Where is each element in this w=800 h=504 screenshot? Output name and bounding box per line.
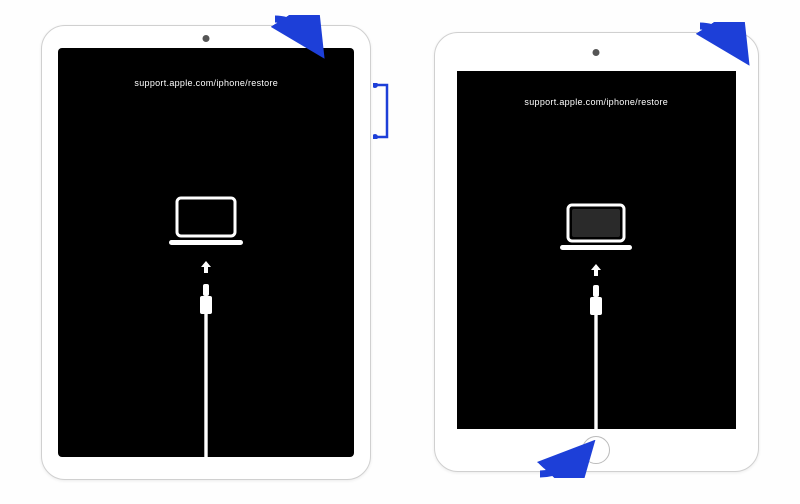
recovery-graphic-right	[558, 203, 634, 445]
up-arrow-icon	[589, 263, 603, 277]
restore-url-right: support.apple.com/iphone/restore	[524, 97, 668, 107]
up-arrow-icon	[199, 260, 213, 274]
home-button	[582, 436, 610, 464]
screen-right: support.apple.com/iphone/restore	[457, 71, 736, 429]
lightning-cable-icon	[197, 284, 215, 474]
volume-bracket-icon	[373, 83, 391, 139]
restore-url-left: support.apple.com/iphone/restore	[134, 78, 278, 88]
front-camera-icon	[203, 35, 210, 42]
screen-left: support.apple.com/iphone/restore	[58, 48, 354, 457]
recovery-graphic-left	[167, 196, 245, 474]
device-ipad-pro: support.apple.com/iphone/restore	[41, 25, 371, 480]
front-camera-icon	[593, 49, 600, 56]
device-ipad-home: support.apple.com/iphone/restore	[434, 32, 759, 472]
laptop-icon	[167, 196, 245, 248]
laptop-icon	[558, 203, 634, 253]
lightning-cable-icon	[587, 285, 605, 445]
device-body-right: support.apple.com/iphone/restore	[434, 32, 759, 472]
device-body-left: support.apple.com/iphone/restore	[41, 25, 371, 480]
